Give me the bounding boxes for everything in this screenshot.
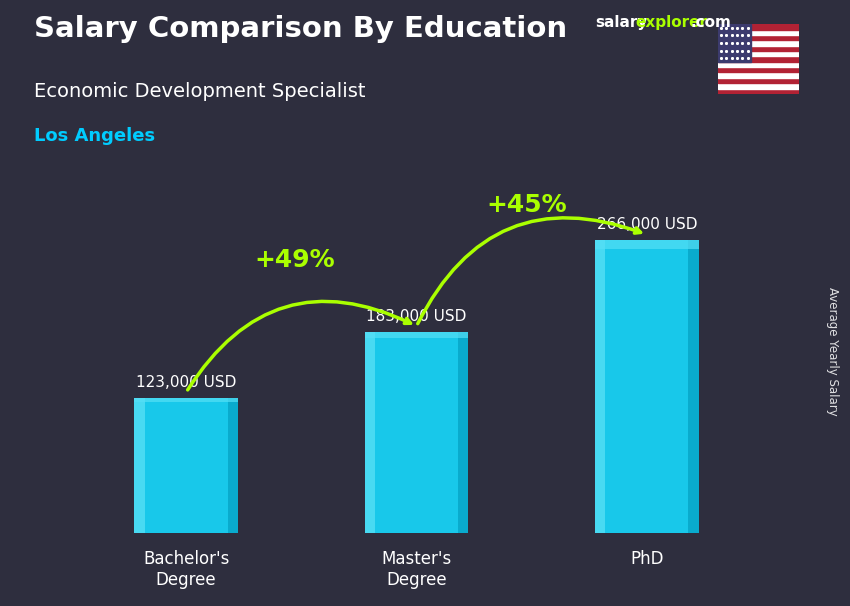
Bar: [718, 35, 799, 41]
Text: .com: .com: [690, 15, 731, 30]
Bar: [718, 73, 799, 78]
Bar: [718, 67, 799, 73]
Text: +49%: +49%: [254, 248, 335, 272]
FancyBboxPatch shape: [365, 331, 468, 533]
Text: explorer: explorer: [636, 15, 708, 30]
FancyBboxPatch shape: [688, 240, 699, 533]
Bar: [718, 24, 751, 62]
Bar: [718, 45, 799, 51]
Bar: [718, 51, 799, 56]
Text: Salary Comparison By Education: Salary Comparison By Education: [34, 15, 567, 43]
Text: 266,000 USD: 266,000 USD: [597, 218, 697, 233]
FancyBboxPatch shape: [595, 240, 699, 533]
Text: Los Angeles: Los Angeles: [34, 127, 155, 145]
Bar: [718, 88, 799, 94]
FancyBboxPatch shape: [134, 398, 238, 402]
Bar: [718, 56, 799, 62]
FancyBboxPatch shape: [595, 240, 699, 249]
FancyBboxPatch shape: [134, 398, 238, 533]
Text: salary: salary: [595, 15, 648, 30]
Text: 183,000 USD: 183,000 USD: [366, 309, 467, 324]
Bar: [718, 83, 799, 88]
Text: +45%: +45%: [487, 193, 567, 217]
Bar: [718, 62, 799, 67]
FancyBboxPatch shape: [134, 398, 145, 533]
FancyBboxPatch shape: [228, 398, 238, 533]
Bar: [718, 30, 799, 35]
FancyBboxPatch shape: [595, 240, 605, 533]
FancyBboxPatch shape: [365, 331, 468, 338]
FancyBboxPatch shape: [365, 331, 375, 533]
Bar: [718, 78, 799, 83]
Text: 123,000 USD: 123,000 USD: [136, 375, 236, 390]
FancyBboxPatch shape: [458, 331, 468, 533]
Text: Average Yearly Salary: Average Yearly Salary: [826, 287, 840, 416]
Text: Economic Development Specialist: Economic Development Specialist: [34, 82, 366, 101]
Bar: [718, 41, 799, 45]
Bar: [718, 24, 799, 30]
